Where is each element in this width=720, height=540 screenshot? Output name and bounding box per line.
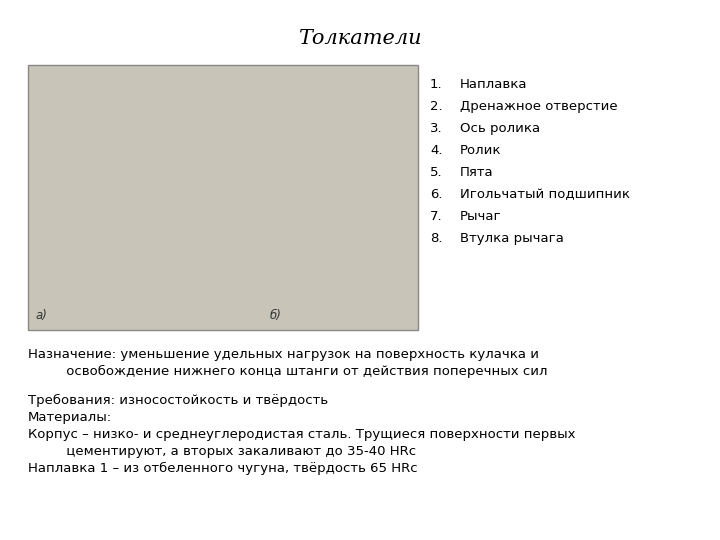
Text: Ролик: Ролик [460, 144, 502, 157]
Text: 7.: 7. [430, 210, 443, 223]
Text: Ось ролика: Ось ролика [460, 122, 540, 135]
Text: 1.: 1. [430, 78, 443, 91]
Text: Втулка рычага: Втулка рычага [460, 232, 564, 245]
Text: Игольчатый подшипник: Игольчатый подшипник [460, 188, 630, 201]
Text: б): б) [270, 309, 282, 322]
Text: 5.: 5. [430, 166, 443, 179]
Text: Толкатели: Толкатели [298, 29, 422, 48]
Text: Наплавка 1 – из отбеленного чугуна, твёрдость 65 HRc: Наплавка 1 – из отбеленного чугуна, твёр… [28, 462, 418, 475]
Text: Рычаг: Рычаг [460, 210, 502, 223]
Text: Назначение: уменьшение удельных нагрузок на поверхность кулачка и: Назначение: уменьшение удельных нагрузок… [28, 348, 539, 361]
Text: Материалы:: Материалы: [28, 411, 112, 424]
Text: 4.: 4. [430, 144, 443, 157]
Bar [28, 65, 418, 330]
Text: освобождение нижнего конца штанги от действия поперечных сил: освобождение нижнего конца штанги от дей… [28, 365, 547, 378]
Text: 8.: 8. [430, 232, 443, 245]
Text: Дренажное отверстие: Дренажное отверстие [460, 100, 618, 113]
Text: 3.: 3. [430, 122, 443, 135]
Text: Пята: Пята [460, 166, 494, 179]
Text: Корпус – низко- и среднеуглеродистая сталь. Трущиеся поверхности первых: Корпус – низко- и среднеуглеродистая ста… [28, 428, 575, 441]
Text: Наплавка: Наплавка [460, 78, 528, 91]
Text: а): а) [36, 309, 48, 322]
Text: Требования: износостойкость и твёрдость: Требования: износостойкость и твёрдость [28, 394, 328, 407]
Text: 6.: 6. [430, 188, 443, 201]
Text: цементируют, а вторых закаливают до 35-40 HRc: цементируют, а вторых закаливают до 35-4… [28, 445, 416, 458]
Text: 2.: 2. [430, 100, 443, 113]
